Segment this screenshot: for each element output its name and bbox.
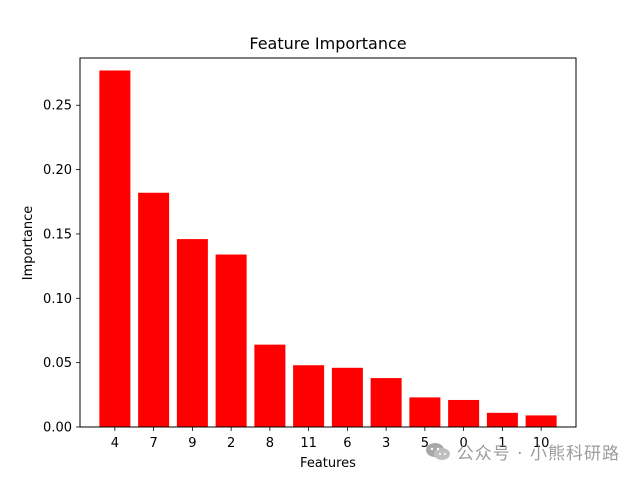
x-tick-label: 11 [300, 436, 317, 451]
x-tick-label: 10 [533, 436, 550, 451]
bar-feature-11 [293, 365, 325, 427]
bar-feature-6 [331, 367, 363, 427]
x-axis-label: Features [300, 456, 356, 471]
y-tick-label: 0.10 [43, 292, 72, 307]
x-tick-label: 1 [498, 436, 506, 451]
y-tick-label: 0.20 [43, 163, 72, 178]
watermark-text: 公众号 · 小熊科研路 [456, 444, 620, 464]
bars-group [99, 70, 557, 427]
watermark: 公众号 · 小熊科研路 [425, 439, 620, 464]
bar-feature-3 [370, 378, 402, 427]
x-tick-label: 8 [266, 436, 274, 451]
x-tick-label: 7 [149, 436, 157, 451]
y-tick-label: 0.25 [43, 99, 72, 114]
x-tick-label: 6 [343, 436, 351, 451]
bar-feature-7 [138, 192, 170, 427]
y-axis: 0.00 0.05 0.10 0.15 0.20 0.25 [43, 99, 80, 436]
bar-feature-10 [525, 415, 557, 427]
x-tick-label: 9 [188, 436, 196, 451]
x-tick-label: 0 [459, 436, 467, 451]
bar-feature-0 [448, 399, 480, 427]
y-axis-label: Importance [21, 206, 36, 281]
x-tick-label: 3 [382, 436, 390, 451]
y-tick-label: 0.15 [43, 227, 72, 242]
x-axis: 4 7 9 2 8 11 6 3 5 0 1 10 [111, 427, 550, 451]
y-tick-label: 0.00 [43, 421, 72, 436]
wechat-icon [425, 442, 451, 462]
chart-title: Feature Importance [249, 34, 406, 53]
bar-feature-1 [486, 412, 518, 427]
x-tick-label: 2 [227, 436, 235, 451]
y-tick-label: 0.05 [43, 356, 72, 371]
x-tick-label: 4 [111, 436, 119, 451]
plot-frame [79, 57, 577, 428]
x-tick-label: 5 [421, 436, 429, 451]
bar-feature-8 [254, 344, 286, 427]
bar-feature-9 [176, 239, 208, 427]
bar-feature-5 [409, 397, 441, 427]
bar-feature-4 [99, 70, 131, 427]
bar-feature-2 [215, 254, 247, 427]
